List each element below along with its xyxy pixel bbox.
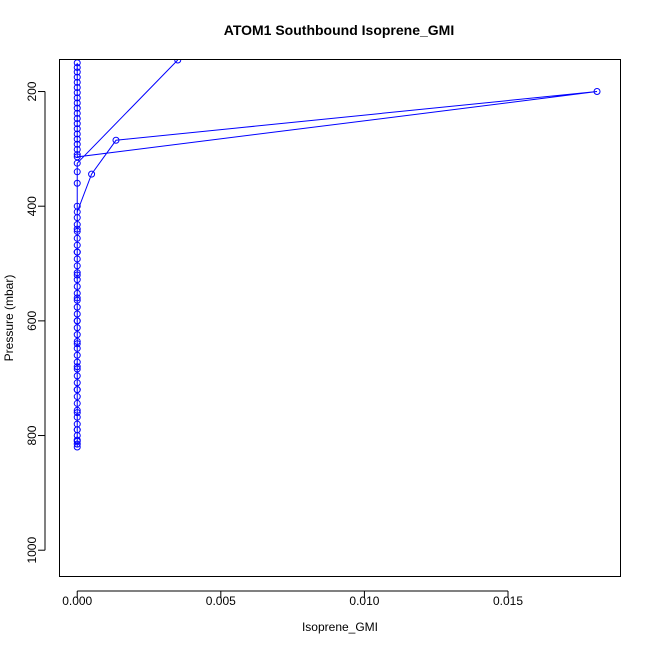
data-point [73, 151, 81, 159]
data-point [593, 88, 601, 96]
data-point [73, 109, 81, 117]
x-tick-label: 0.015 [493, 594, 523, 608]
data-point [73, 68, 81, 76]
data-point [73, 310, 81, 318]
data-point [73, 145, 81, 153]
y-axis: 200 400 600 800 1000 [25, 81, 46, 564]
data-point [73, 437, 81, 445]
data-point [73, 344, 81, 352]
data-point [73, 289, 81, 297]
series-layer [73, 60, 601, 451]
data-point [73, 73, 81, 81]
data-point [73, 379, 81, 387]
data-point [73, 269, 81, 277]
data-point [174, 60, 182, 64]
data-point [73, 426, 81, 434]
data-point [73, 406, 81, 414]
data-point [73, 271, 81, 279]
data-point [73, 303, 81, 311]
series-0-line [76, 60, 598, 447]
data-point [73, 413, 81, 421]
data-point [73, 340, 81, 348]
data-point [73, 159, 81, 167]
x-axis: 0.000 0.005 0.010 0.015 [62, 590, 523, 608]
data-point [73, 140, 81, 148]
data-point [73, 125, 81, 133]
data-point [73, 248, 81, 256]
x-tick-label: 0.005 [206, 594, 236, 608]
y-tick-label: 400 [25, 196, 39, 216]
data-point [73, 255, 81, 263]
x-axis-label: Isoprene_GMI [302, 620, 378, 634]
data-point [73, 358, 81, 366]
x-tick-label: 0.000 [62, 594, 92, 608]
y-tick-label: 1000 [25, 537, 39, 564]
data-point [73, 372, 81, 380]
data-point [73, 386, 81, 394]
data-point [73, 179, 81, 187]
data-point [73, 363, 81, 371]
data-point [73, 214, 81, 222]
y-tick-label: 800 [25, 425, 39, 445]
y-tick-label: 600 [25, 311, 39, 331]
data-point [73, 63, 81, 71]
data-point [73, 331, 81, 339]
data-point [73, 317, 81, 325]
data-point [73, 393, 81, 401]
data-point [73, 296, 81, 304]
data-point [73, 225, 81, 233]
data-point [73, 202, 81, 210]
data-point [73, 130, 81, 138]
data-point [73, 262, 81, 270]
data-point [73, 324, 81, 332]
data-point [73, 294, 81, 302]
data-point [88, 170, 96, 178]
data-point [73, 168, 81, 176]
data-point [73, 399, 81, 407]
data-point [73, 409, 81, 417]
data-point [73, 241, 81, 249]
data-point [73, 94, 81, 102]
data-point [73, 338, 81, 346]
data-point [73, 282, 81, 290]
data-point [73, 221, 81, 229]
data-point [73, 84, 81, 92]
y-tick-label: 200 [25, 81, 39, 101]
data-point [73, 365, 81, 373]
data-point [112, 136, 120, 144]
data-point [73, 60, 81, 67]
chart-title: ATOM1 Southbound Isoprene_GMI [224, 22, 454, 38]
data-point [73, 234, 81, 242]
data-point [73, 104, 81, 112]
y-axis-label: Pressure (mbar) [2, 275, 16, 362]
data-point [73, 351, 81, 359]
plot-frame [59, 59, 621, 577]
data-point [73, 78, 81, 86]
data-point [73, 440, 81, 448]
data-point [73, 276, 81, 284]
data-point [73, 135, 81, 143]
data-point [73, 114, 81, 122]
data-point [73, 120, 81, 128]
x-tick-label: 0.010 [349, 594, 379, 608]
data-point [73, 227, 81, 235]
data-point [73, 89, 81, 97]
data-point [73, 99, 81, 107]
